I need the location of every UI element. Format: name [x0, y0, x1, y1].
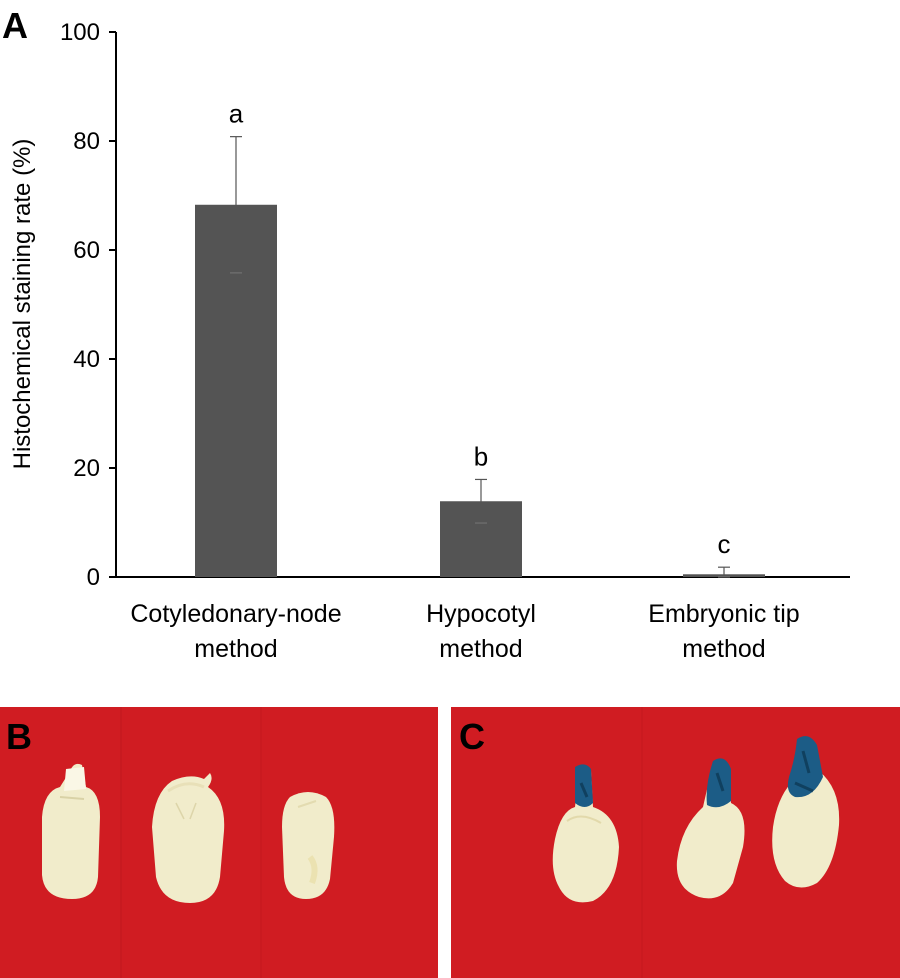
- stained-seeds-photo: [451, 707, 900, 978]
- seed-5: [676, 758, 745, 899]
- x-category-label: method: [682, 635, 765, 663]
- x-category-label: Cotyledonary-node: [130, 600, 341, 628]
- unstained-seeds-photo: [0, 707, 438, 978]
- x-category-label: method: [194, 635, 277, 663]
- x-category-label: Embryonic tip: [648, 600, 799, 628]
- y-tick-label: 100: [60, 19, 100, 46]
- y-tick-label: 0: [87, 564, 100, 591]
- seed-2: [152, 773, 225, 903]
- significance-letter: c: [718, 529, 731, 559]
- significance-letter: b: [474, 441, 488, 471]
- seed-6: [772, 736, 840, 888]
- panel-label-c: C: [459, 716, 485, 757]
- x-category-label: method: [439, 635, 522, 663]
- seed-3: [282, 792, 335, 899]
- y-tick-label: 20: [73, 455, 100, 482]
- y-tick-label: 80: [73, 128, 100, 155]
- seed-1: [42, 763, 100, 899]
- y-tick-label: 60: [73, 237, 100, 264]
- y-axis-label: Histochemical staining rate (%): [9, 139, 36, 470]
- y-tick-label: 40: [73, 346, 100, 373]
- panel-label-a: A: [2, 5, 28, 46]
- photo-panel-c: C: [451, 707, 900, 978]
- bar-chart: A 0 20 40 60 80 100 a Cotyledonary-node method b…: [2, 5, 850, 663]
- seed-4: [552, 764, 619, 903]
- significance-letter: a: [229, 99, 244, 129]
- x-category-label: Hypocotyl: [426, 600, 536, 628]
- photo-panel-b: B: [0, 707, 438, 978]
- panel-label-b: B: [6, 716, 32, 757]
